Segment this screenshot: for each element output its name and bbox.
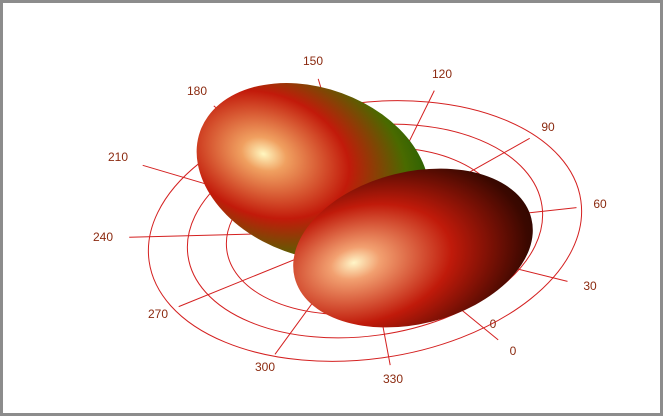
angle-tick-label: 330 (383, 372, 403, 386)
radius-tick-label: 0 (490, 317, 497, 331)
angle-tick-label: 120 (432, 67, 452, 81)
angle-tick-label: 180 (187, 84, 207, 98)
angle-tick-label: 0 (510, 344, 517, 358)
angle-tick-label: 210 (108, 150, 128, 164)
labels: 0 30 60 90 120 150 180 210 240 270 300 330 0 (93, 54, 607, 386)
angle-tick-label: 300 (255, 360, 275, 374)
angle-tick-label: 60 (593, 197, 607, 211)
lobe (293, 168, 533, 328)
angle-tick-label: 30 (583, 279, 597, 293)
angle-tick-label: 240 (93, 230, 113, 244)
angle-tick-label: 270 (148, 307, 168, 321)
angle-tick-label: 90 (541, 120, 555, 134)
angle-tick-label: 150 (303, 54, 323, 68)
chart: 0 30 60 90 120 150 180 210 240 270 300 330 0 (93, 54, 607, 386)
